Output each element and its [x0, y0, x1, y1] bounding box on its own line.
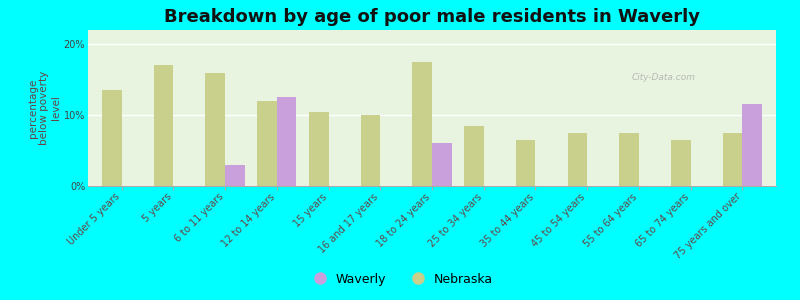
Text: City-Data.com: City-Data.com — [632, 74, 696, 82]
Bar — [742, 104, 762, 186]
Bar — [361, 115, 380, 186]
Bar — [257, 101, 277, 186]
Bar — [722, 133, 742, 186]
Bar — [567, 133, 587, 186]
Bar — [102, 90, 122, 186]
Bar — [412, 62, 432, 186]
Bar — [432, 143, 452, 186]
Bar — [464, 126, 484, 186]
Y-axis label: percentage
below poverty
level: percentage below poverty level — [28, 71, 61, 145]
Bar — [154, 65, 174, 186]
Bar — [671, 140, 690, 186]
Bar — [516, 140, 535, 186]
Bar — [206, 73, 225, 186]
Bar — [225, 165, 245, 186]
Bar — [277, 98, 297, 186]
Bar — [619, 133, 639, 186]
Title: Breakdown by age of poor male residents in Waverly: Breakdown by age of poor male residents … — [164, 8, 700, 26]
Bar — [309, 112, 329, 186]
Legend: Waverly, Nebraska: Waverly, Nebraska — [302, 268, 498, 291]
